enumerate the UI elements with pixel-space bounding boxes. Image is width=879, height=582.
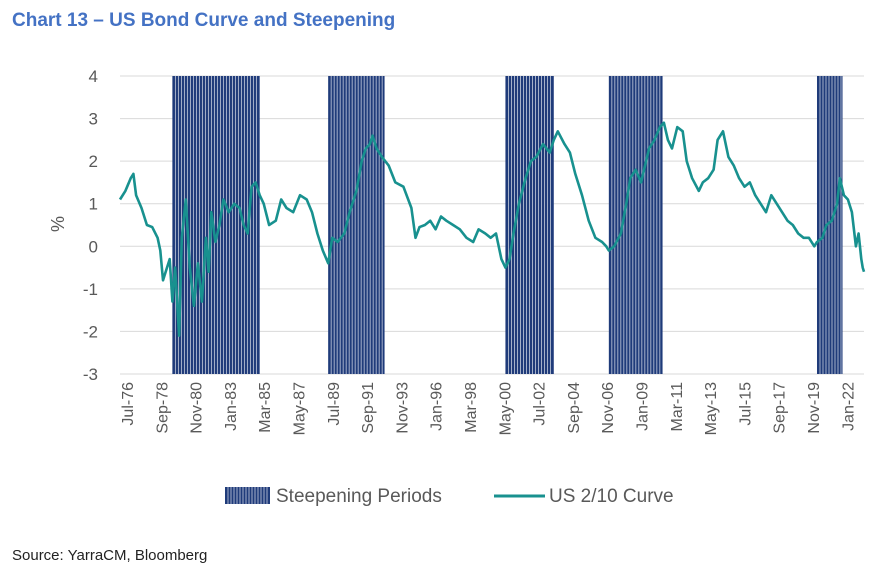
steepening-period-fill <box>328 76 385 374</box>
x-tick-label: Nov-93 <box>394 382 411 434</box>
steepening-period-bar <box>172 76 260 374</box>
x-tick-label: Nov-06 <box>600 382 617 434</box>
y-tick-label: 2 <box>89 152 98 171</box>
x-tick-label: Jul-89 <box>326 382 343 426</box>
curve-path <box>118 121 866 337</box>
x-tick-label: Nov-80 <box>189 382 206 434</box>
legend-item-curve: US 2/10 Curve <box>494 486 674 507</box>
x-tick-label: May-13 <box>703 382 720 435</box>
y-tick-label: 0 <box>89 237 98 256</box>
x-tick-label: Jan-09 <box>635 382 652 431</box>
x-tick-label: Mar-85 <box>257 382 274 433</box>
source-note: Source: YarraCM, Bloomberg <box>12 547 208 564</box>
y-tick-label: 1 <box>89 195 98 214</box>
y-axis-label: % <box>48 216 68 232</box>
x-tick-label: Jan-83 <box>223 382 240 431</box>
y-axis-ticks: 4 3 2 1 0 -1 -2 -3 <box>83 67 98 384</box>
y-tick-label: 3 <box>89 110 98 129</box>
legend: Steepening Periods US 2/10 Curve <box>225 486 674 507</box>
y-tick-label: 4 <box>89 67 98 86</box>
steepening-period-bar <box>505 76 554 374</box>
steepening-period-fill <box>172 76 260 374</box>
steepening-period-bar <box>816 76 843 374</box>
legend-label: Steepening Periods <box>276 486 442 507</box>
legend-label: US 2/10 Curve <box>549 486 674 507</box>
us-2-10-curve <box>118 121 866 337</box>
y-tick-label: -3 <box>83 365 98 384</box>
x-tick-label: Mar-98 <box>463 382 480 433</box>
steepening-periods <box>172 76 843 374</box>
y-tick-label: -2 <box>83 322 98 341</box>
legend-item-steepening: Steepening Periods <box>225 486 442 507</box>
x-tick-label: Sep-04 <box>566 382 583 434</box>
y-tick-label: -1 <box>83 280 98 299</box>
x-tick-label: Jul-15 <box>737 382 754 426</box>
x-tick-label: Jan-96 <box>429 382 446 431</box>
steepening-period-bar <box>608 76 663 374</box>
x-tick-label: Nov-19 <box>806 382 823 434</box>
legend-swatch-bars <box>225 487 270 504</box>
x-tick-label: Jan-22 <box>840 382 857 431</box>
chart-title: Chart 13 – US Bond Curve and Steepening <box>12 10 396 31</box>
x-tick-label: Jul-02 <box>532 382 549 426</box>
steepening-period-fill <box>816 76 843 374</box>
x-tick-label: May-00 <box>497 382 514 435</box>
x-tick-label: Sep-17 <box>772 382 789 434</box>
x-tick-label: Jul-76 <box>120 382 137 426</box>
x-tick-label: Mar-11 <box>669 382 686 432</box>
steepening-period-bar <box>328 76 385 374</box>
x-tick-label: Sep-91 <box>360 382 377 434</box>
x-tick-label: May-87 <box>292 382 309 435</box>
x-axis-ticks: Jul-76 Sep-78 Nov-80 Jan-83 Mar-85 May-87 Jul-… <box>120 382 857 435</box>
x-tick-label: Sep-78 <box>154 382 171 434</box>
